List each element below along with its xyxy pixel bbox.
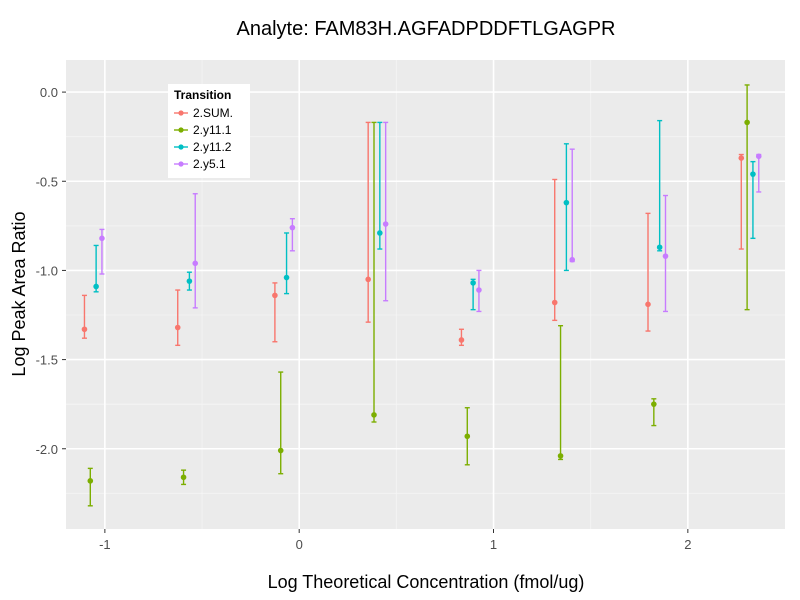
data-point xyxy=(458,337,465,343)
data-point xyxy=(476,287,482,293)
data-point xyxy=(81,326,88,333)
y-tick-label: -1.5 xyxy=(36,353,58,368)
chart-title: Analyte: FAM83H.AGFADPDDFTLGAGPR xyxy=(237,18,616,40)
data-point xyxy=(174,324,181,331)
x-axis-title: Log Theoretical Concentration (fmol/ug) xyxy=(268,572,585,592)
y-tick-label: 0.0 xyxy=(40,85,58,100)
series-layer xyxy=(81,84,762,507)
data-point xyxy=(755,153,762,160)
data-point xyxy=(283,274,290,281)
legend-key-point xyxy=(178,161,184,167)
legend-label: 2.SUM. xyxy=(193,106,233,120)
legend-item: 2.y5.1 xyxy=(174,157,226,171)
data-point xyxy=(382,221,389,227)
data-point xyxy=(377,230,383,236)
data-point xyxy=(180,474,187,481)
legend-item: 2.SUM. xyxy=(174,106,233,120)
data-point xyxy=(744,119,750,126)
x-tick-label: -1 xyxy=(99,537,111,552)
data-point xyxy=(186,278,193,284)
y-axis-title: Log Peak Area Ratio xyxy=(9,211,29,376)
data-point xyxy=(192,260,199,267)
grid xyxy=(66,60,785,529)
legend-label: 2.y11.2 xyxy=(193,140,232,154)
legend-label: 2.y5.1 xyxy=(193,157,226,171)
legend-item: 2.y11.2 xyxy=(174,140,232,154)
data-point xyxy=(662,253,669,259)
data-point xyxy=(645,301,651,308)
data-point xyxy=(563,199,570,206)
legend-key-point xyxy=(178,127,184,133)
series-2.y11.1 xyxy=(87,84,750,507)
data-point xyxy=(569,256,576,263)
data-point xyxy=(464,433,471,440)
data-point xyxy=(557,453,564,459)
axes: -1 0 1 2 0.0 -0.5 -1.0 -1.5 -2.0 xyxy=(36,85,692,552)
data-point xyxy=(365,276,371,283)
x-tick-label: 0 xyxy=(296,537,303,552)
y-tick-label: -2.0 xyxy=(36,442,58,457)
data-point xyxy=(738,155,745,161)
data-point xyxy=(470,280,476,286)
legend: Transition 2.SUM. 2.y11.1 2.y11.2 2.y5.1 xyxy=(168,84,250,178)
legend-title: Transition xyxy=(174,88,231,102)
series-2.SUM. xyxy=(81,121,745,347)
legend-item: 2.y11.1 xyxy=(174,123,232,137)
y-tick-label: -0.5 xyxy=(36,174,58,189)
data-point xyxy=(87,478,94,484)
x-tick-label: 2 xyxy=(684,537,691,552)
x-tick-label: 1 xyxy=(490,537,497,552)
legend-key-point xyxy=(178,144,184,150)
data-point xyxy=(651,401,657,407)
legend-label: 2.y11.1 xyxy=(193,123,232,137)
data-point xyxy=(272,292,278,299)
data-point xyxy=(277,447,284,454)
data-point xyxy=(289,224,296,231)
data-point xyxy=(99,235,105,242)
data-point xyxy=(551,299,558,306)
data-point xyxy=(371,412,377,418)
series-2.y11.2 xyxy=(93,119,756,311)
series-2.y5.1 xyxy=(99,121,762,313)
legend-key-point xyxy=(178,110,184,116)
y-tick-label: -1.0 xyxy=(36,263,58,278)
data-point xyxy=(656,244,663,251)
legend-items: 2.SUM. 2.y11.1 2.y11.2 2.y5.1 xyxy=(174,106,233,171)
data-point xyxy=(93,283,99,290)
data-point xyxy=(750,171,756,177)
